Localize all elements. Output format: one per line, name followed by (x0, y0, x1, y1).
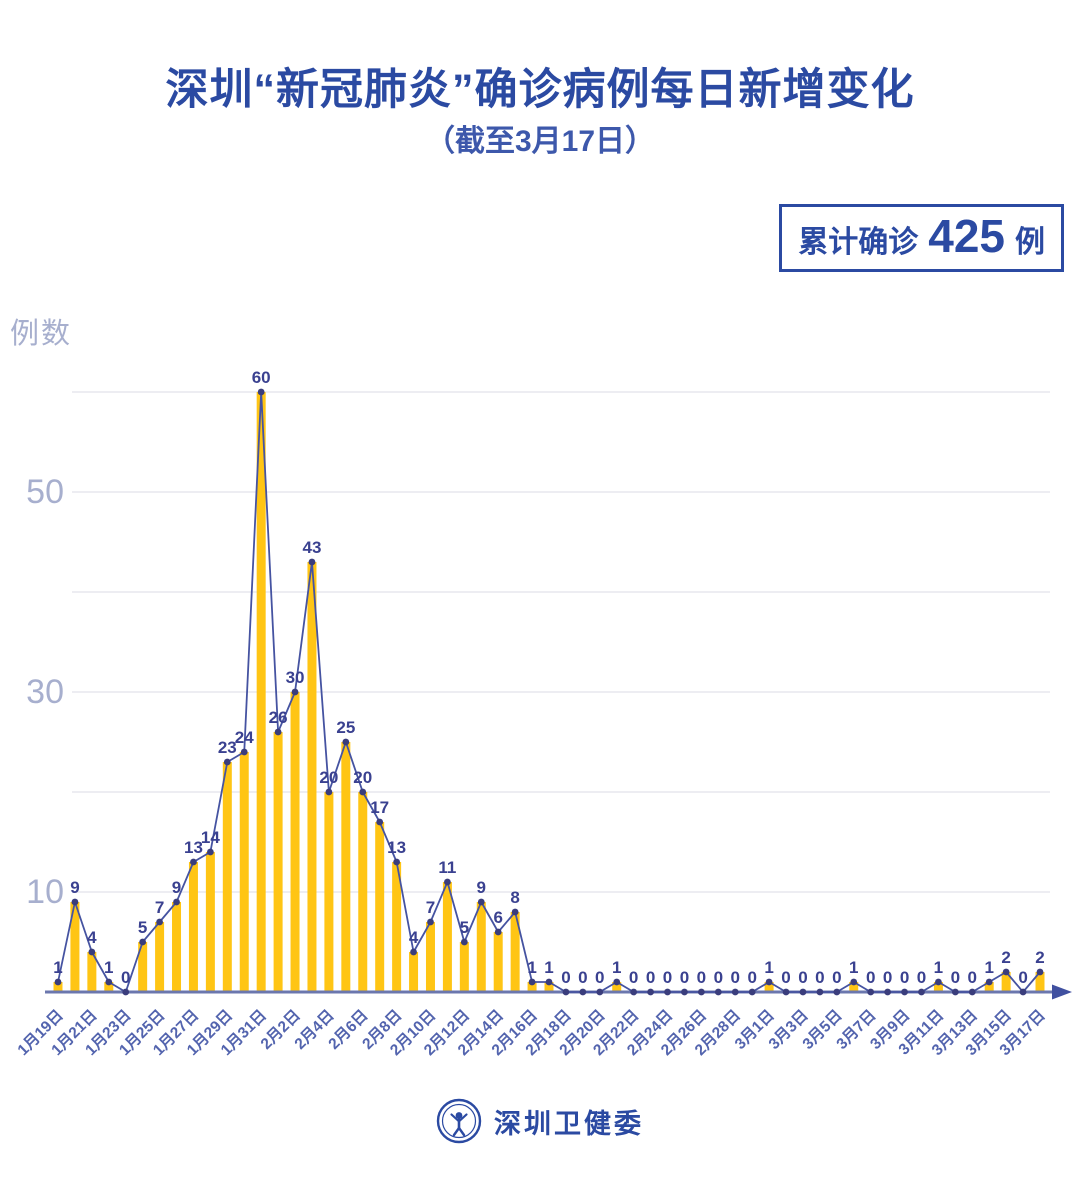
svg-text:20: 20 (319, 768, 338, 787)
svg-text:23: 23 (218, 738, 237, 757)
svg-text:13: 13 (184, 838, 203, 857)
svg-text:50: 50 (26, 473, 64, 511)
svg-text:10: 10 (26, 873, 64, 911)
svg-text:14: 14 (201, 828, 220, 847)
svg-text:8: 8 (510, 888, 519, 907)
svg-text:0: 0 (629, 968, 638, 987)
svg-text:20: 20 (353, 768, 372, 787)
badge-total-value: 425 (928, 210, 1005, 262)
svg-text:60: 60 (252, 368, 271, 387)
svg-text:0: 0 (781, 968, 790, 987)
svg-text:0: 0 (798, 968, 807, 987)
svg-text:13: 13 (387, 838, 406, 857)
svg-text:2: 2 (1001, 948, 1010, 967)
svg-text:0: 0 (900, 968, 909, 987)
svg-text:0: 0 (714, 968, 723, 987)
svg-text:0: 0 (917, 968, 926, 987)
svg-text:1: 1 (544, 958, 553, 977)
svg-text:1: 1 (527, 958, 536, 977)
svg-text:9: 9 (477, 878, 486, 897)
svg-text:25: 25 (336, 718, 355, 737)
y-axis-unit-label: 例数 (10, 318, 73, 350)
svg-text:11: 11 (438, 858, 456, 877)
svg-text:0: 0 (697, 968, 706, 987)
svg-text:0: 0 (866, 968, 875, 987)
svg-text:30: 30 (286, 668, 305, 687)
svg-text:0: 0 (1018, 968, 1027, 987)
svg-text:0: 0 (951, 968, 960, 987)
svg-text:1: 1 (764, 958, 773, 977)
svg-text:1: 1 (934, 958, 943, 977)
svg-text:6: 6 (493, 908, 502, 927)
svg-text:17: 17 (370, 798, 389, 817)
svg-text:0: 0 (646, 968, 655, 987)
svg-text:0: 0 (883, 968, 892, 987)
svg-text:0: 0 (121, 968, 130, 987)
svg-text:0: 0 (561, 968, 570, 987)
svg-text:7: 7 (426, 898, 435, 917)
svg-text:5: 5 (460, 918, 469, 937)
svg-text:0: 0 (747, 968, 756, 987)
svg-text:1: 1 (104, 958, 113, 977)
page-subtitle: （截至3月17日） (424, 125, 656, 158)
svg-text:9: 9 (172, 878, 181, 897)
svg-text:0: 0 (968, 968, 977, 987)
svg-text:0: 0 (832, 968, 841, 987)
shenzhen-health-commission-logo-icon (436, 1098, 482, 1144)
svg-text:1: 1 (53, 958, 62, 977)
svg-text:24: 24 (235, 728, 254, 747)
badge-label: 累计确诊 (798, 226, 919, 259)
svg-text:0: 0 (663, 968, 672, 987)
svg-text:0: 0 (815, 968, 824, 987)
svg-text:9: 9 (70, 878, 79, 897)
page-title: 深圳“新冠肺炎”确诊病例每日新增变化 (165, 66, 915, 114)
badge-unit: 例 (1015, 226, 1045, 259)
svg-text:26: 26 (269, 708, 288, 727)
svg-text:4: 4 (409, 928, 419, 947)
cumulative-total-badge: 累计确诊 425 例 (779, 204, 1064, 272)
svg-text:0: 0 (595, 968, 604, 987)
svg-text:7: 7 (155, 898, 164, 917)
svg-text:0: 0 (680, 968, 689, 987)
svg-text:2: 2 (1035, 948, 1044, 967)
svg-text:1: 1 (984, 958, 993, 977)
footer: 深圳卫健委 (0, 1098, 1080, 1144)
svg-text:4: 4 (87, 928, 97, 947)
svg-text:0: 0 (578, 968, 587, 987)
svg-text:5: 5 (138, 918, 147, 937)
svg-text:0: 0 (731, 968, 740, 987)
footer-org-name: 深圳卫健委 (494, 1108, 644, 1139)
svg-text:30: 30 (26, 673, 64, 711)
svg-text:43: 43 (303, 538, 322, 557)
svg-text:1: 1 (612, 958, 621, 977)
svg-text:1: 1 (849, 958, 858, 977)
